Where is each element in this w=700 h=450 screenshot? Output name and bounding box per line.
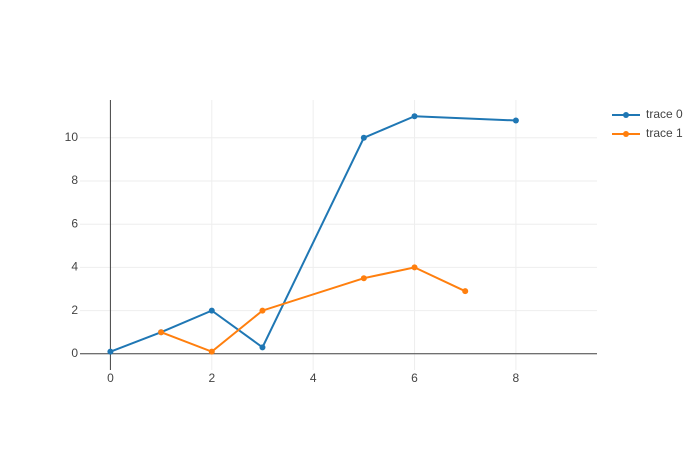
x-tick-label: 2 [208, 371, 215, 385]
x-tick-label: 4 [310, 371, 317, 385]
y-tick-label: 6 [71, 216, 78, 230]
marker [512, 117, 519, 124]
marker [259, 344, 266, 351]
marker [462, 288, 469, 295]
legend-marker [623, 131, 629, 137]
marker [259, 307, 266, 314]
legend-marker [623, 112, 629, 118]
marker [208, 307, 215, 314]
y-tick-label: 0 [71, 346, 78, 360]
line [160, 266, 466, 353]
y-tick-label: 8 [71, 173, 78, 187]
marker [360, 134, 367, 141]
y-tick-label: 10 [65, 130, 79, 144]
legend-label: trace 0 [646, 107, 683, 121]
legend-label: trace 1 [646, 126, 683, 140]
marker [411, 264, 418, 271]
marker [208, 348, 215, 355]
y-tick-label: 4 [71, 260, 78, 274]
marker [360, 275, 367, 282]
marker [107, 348, 114, 355]
x-tick-label: 0 [107, 371, 114, 385]
marker [158, 329, 165, 336]
x-tick-label: 6 [411, 371, 418, 385]
marker [411, 113, 418, 120]
x-tick-label: 8 [513, 371, 520, 385]
y-tick-label: 2 [71, 303, 78, 317]
